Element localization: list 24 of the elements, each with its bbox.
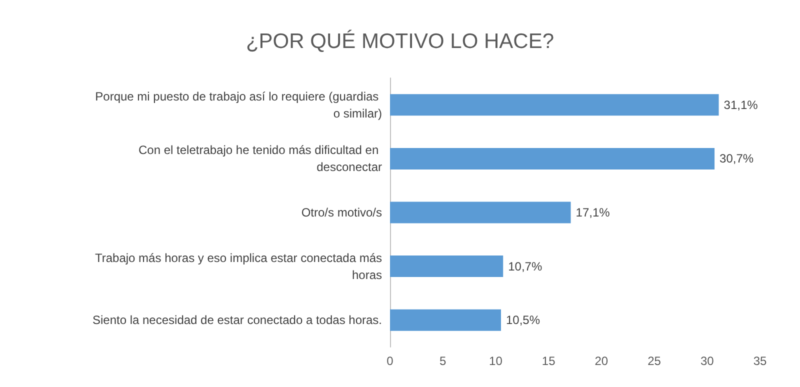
x-tick-label: 15 [542,354,556,368]
bar [390,202,571,224]
data-label: 10,7% [508,259,542,274]
bar [390,309,501,331]
y-tick-label: Trabajo más horas y eso implica estar conectada más horas [94,250,382,282]
x-tick-label: 25 [648,354,662,368]
bar [390,148,715,170]
data-label: 30,7% [720,152,754,166]
x-tick-label: 30 [700,354,714,368]
x-tick-label: 20 [594,354,608,368]
x-tick-label: 10 [489,354,503,368]
x-tick-label: 35 [753,354,767,368]
y-tick-label: Siento la necesidad de estar conectado a todas horas. [92,313,382,328]
data-label: 31,1% [724,98,758,112]
y-tick-label: Porque mi puesto de trabajo así lo requiere (guardias o similar) [95,89,382,120]
bar [390,94,719,116]
y-tick-label: Otro/s motivo/s [301,206,382,220]
data-label: 10,5% [506,313,540,328]
bar [390,256,504,278]
x-tick-label: 5 [440,354,447,368]
chart-title: ¿POR QUÉ MOTIVO LO HACE? [246,29,554,53]
x-tick-label: 0 [386,354,394,368]
data-label: 17,1% [576,206,610,220]
y-tick-label: Con el teletrabajo he tenido más dificultad en desconectar [138,143,382,174]
